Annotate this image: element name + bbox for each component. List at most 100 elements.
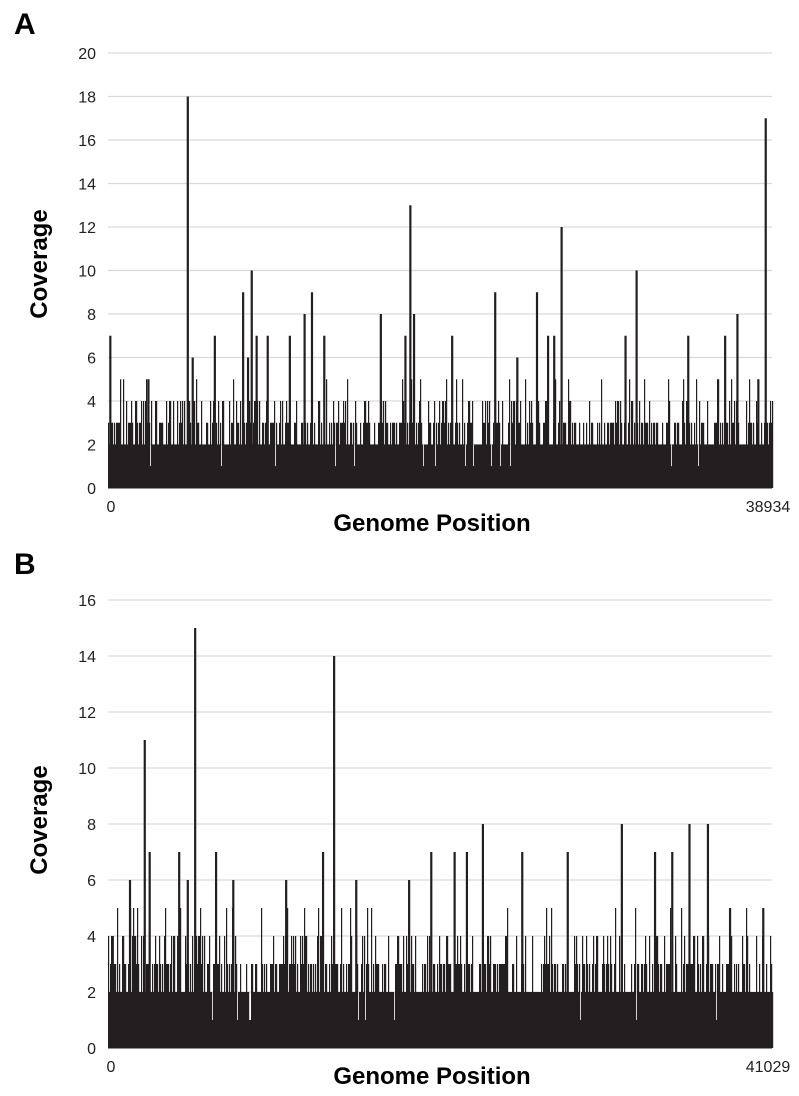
coverage-bar bbox=[202, 936, 204, 1048]
y-tick-label: 10 bbox=[78, 761, 96, 778]
coverage-bar bbox=[382, 422, 384, 488]
coverage-bar bbox=[233, 379, 235, 488]
coverage-peak bbox=[355, 880, 358, 1048]
coverage-bar bbox=[509, 379, 511, 488]
coverage-bar bbox=[751, 422, 753, 488]
coverage-bar bbox=[487, 936, 489, 1048]
coverage-bar bbox=[732, 422, 734, 488]
coverage-bar bbox=[748, 422, 750, 488]
coverage-bar bbox=[334, 422, 336, 488]
coverage-bar bbox=[667, 422, 669, 488]
coverage-bar bbox=[207, 964, 209, 1048]
coverage-bar bbox=[341, 908, 343, 1048]
coverage-bar bbox=[319, 401, 321, 488]
coverage-bar bbox=[220, 422, 222, 488]
coverage-bar bbox=[441, 964, 443, 1048]
coverage-bar bbox=[197, 422, 199, 488]
coverage-bar bbox=[275, 964, 277, 1048]
coverage-bar bbox=[480, 964, 482, 1048]
coverage-peak bbox=[762, 908, 765, 1048]
coverage-bar bbox=[343, 964, 345, 1048]
coverage-bar bbox=[664, 936, 666, 1048]
coverage-bar bbox=[615, 908, 617, 1048]
coverage-bar bbox=[213, 964, 215, 1048]
coverage-bar bbox=[436, 422, 438, 488]
coverage-bar bbox=[512, 964, 514, 1048]
coverage-peak bbox=[128, 880, 132, 1048]
coverage-bar bbox=[428, 401, 430, 488]
coverage-bar bbox=[246, 422, 248, 488]
coverage-bar bbox=[108, 422, 110, 488]
coverage-bar bbox=[261, 908, 263, 1048]
coverage-bar bbox=[707, 401, 709, 488]
coverage-bar bbox=[498, 401, 500, 488]
coverage-bar bbox=[667, 964, 669, 1048]
coverage-bar bbox=[652, 964, 654, 1048]
y-tick-label: 12 bbox=[78, 220, 96, 237]
coverage-bar bbox=[231, 422, 233, 488]
coverage-bar bbox=[136, 964, 138, 1048]
coverage-bar bbox=[488, 422, 490, 488]
coverage-bar bbox=[458, 964, 460, 1048]
coverage-bar bbox=[318, 401, 320, 488]
coverage-peak bbox=[303, 314, 306, 488]
x-axis-label-a: Genome Position bbox=[333, 510, 531, 537]
coverage-bar bbox=[592, 422, 594, 488]
coverage-bar bbox=[615, 401, 617, 488]
coverage-peak bbox=[321, 852, 325, 1048]
coverage-bar bbox=[229, 401, 231, 488]
coverage-bar bbox=[575, 422, 577, 488]
coverage-bar bbox=[147, 964, 149, 1048]
coverage-bar bbox=[731, 936, 733, 1048]
coverage-bar bbox=[434, 964, 436, 1048]
coverage-bar bbox=[396, 422, 398, 488]
y-tick-label: 4 bbox=[87, 394, 96, 411]
coverage-bar bbox=[488, 936, 490, 1048]
coverage-bar bbox=[771, 964, 773, 1048]
coverage-bar bbox=[719, 936, 721, 1048]
coverage-bar bbox=[111, 422, 113, 488]
coverage-bar bbox=[132, 936, 134, 1048]
coverage-bar bbox=[656, 936, 658, 1048]
coverage-bar bbox=[240, 964, 242, 1048]
coverage-bar bbox=[289, 964, 291, 1048]
coverage-bar bbox=[742, 936, 744, 1048]
coverage-bar bbox=[141, 936, 143, 1048]
coverage-bar bbox=[485, 401, 487, 488]
coverage-bar bbox=[586, 936, 588, 1048]
coverage-bar bbox=[666, 964, 668, 1048]
coverage-bar bbox=[411, 936, 413, 1048]
coverage-bar bbox=[738, 964, 740, 1048]
coverage-bar bbox=[122, 936, 124, 1048]
coverage-bar bbox=[395, 964, 397, 1048]
y-tick-label: 14 bbox=[78, 177, 96, 194]
coverage-bar bbox=[301, 964, 303, 1048]
coverage-bar bbox=[402, 379, 404, 488]
coverage-bar bbox=[616, 422, 618, 488]
coverage-bar bbox=[259, 401, 261, 488]
coverage-bar bbox=[693, 936, 695, 1048]
coverage-base bbox=[108, 1020, 772, 1048]
coverage-bar bbox=[461, 964, 463, 1048]
coverage-bar bbox=[197, 964, 199, 1048]
coverage-bar bbox=[326, 379, 328, 488]
coverage-base bbox=[108, 466, 772, 488]
coverage-bar bbox=[385, 964, 387, 1048]
coverage-bar bbox=[484, 964, 486, 1048]
x-tick-label-start: 0 bbox=[107, 499, 116, 516]
coverage-bar bbox=[388, 936, 390, 1048]
coverage-bar bbox=[117, 908, 119, 1048]
coverage-bar bbox=[624, 964, 626, 1048]
coverage-bar bbox=[575, 964, 577, 1048]
coverage-bar bbox=[532, 936, 534, 1048]
coverage-bar bbox=[199, 936, 201, 1048]
panel-letter-b: B bbox=[14, 548, 36, 581]
coverage-bar bbox=[165, 908, 167, 1048]
coverage-bar bbox=[770, 936, 772, 1048]
coverage-bar bbox=[214, 964, 216, 1048]
coverage-bar bbox=[112, 422, 114, 488]
coverage-bar bbox=[455, 422, 457, 488]
coverage-bar bbox=[177, 401, 179, 488]
coverage-bar bbox=[657, 936, 659, 1048]
coverage-bar bbox=[597, 422, 599, 488]
